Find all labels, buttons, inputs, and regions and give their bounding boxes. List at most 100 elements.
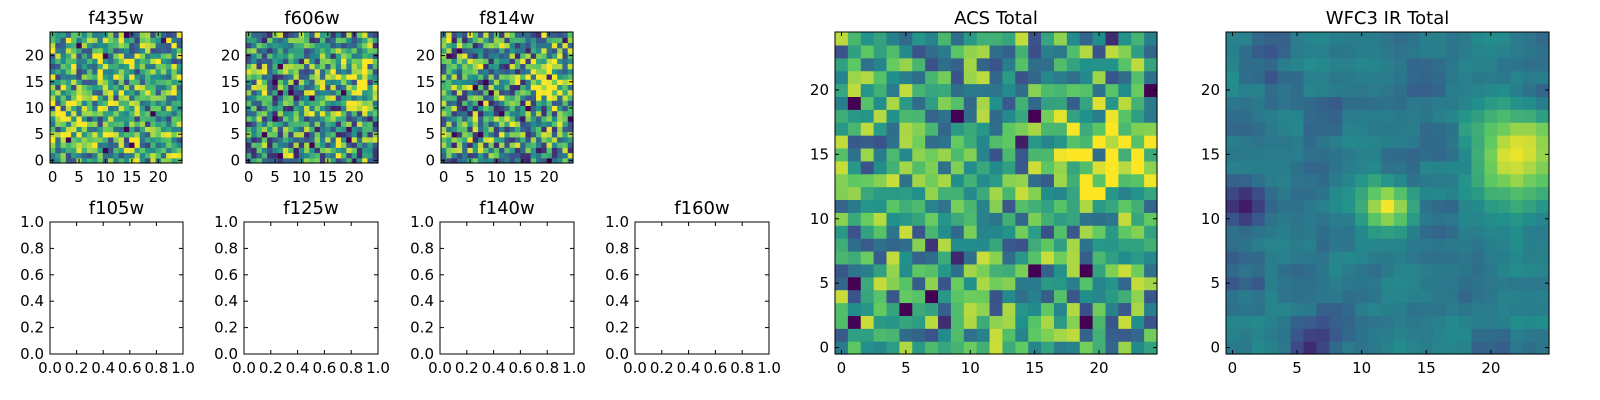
heatmap-cell [1484,109,1498,123]
heatmap-cell [113,68,120,75]
heatmap-cell [472,68,479,75]
heatmap-cell [123,68,130,75]
heatmap-cell [1432,263,1447,278]
x-tick-label: 0.0 [623,359,647,377]
x-tick-label: 15 [122,168,141,186]
heatmap-cell [272,58,279,65]
heatmap-cell [1471,44,1485,59]
heatmap-cell [483,84,490,91]
heatmap-cell [1419,160,1434,175]
heatmap-cell [938,122,952,136]
heatmap-cell [1406,225,1421,239]
heatmap-cell [356,142,363,148]
heatmap-cell [160,63,167,70]
heatmap-cell [298,131,305,138]
heatmap-cell [55,84,62,91]
heatmap-cell [950,199,965,213]
heatmap-cell [557,136,564,143]
heatmap-cell [1092,147,1107,162]
heatmap-cell [925,70,939,85]
heatmap-cell [509,147,516,154]
heatmap-cell [514,105,521,112]
panel-title: f606w [284,8,339,29]
heatmap-cell [989,212,1004,226]
heatmap-cell [1381,57,1395,72]
heatmap-cell [1368,173,1382,188]
heatmap-cell [108,121,114,127]
heatmap-cell [536,147,542,154]
heatmap-cell [129,63,136,70]
heatmap-cell [1053,44,1068,59]
heatmap-cell [477,157,484,164]
heatmap-cell [1238,135,1253,149]
heatmap-cell [1066,44,1081,59]
heatmap-cell [65,152,72,159]
heatmap-cell [525,142,532,148]
heatmap-cell [525,121,532,127]
heatmap-cell [123,73,130,80]
heatmap-cell [963,302,978,316]
heatmap-cell [97,110,104,117]
heatmap-cell [1290,250,1305,265]
heatmap-cell [546,89,553,96]
heatmap-cell [325,131,332,138]
heatmap-cell [1092,186,1107,201]
heatmap-cell [835,44,849,59]
heatmap-cell [451,94,458,101]
heatmap-cell [166,37,173,44]
heatmap-cell [1316,147,1330,162]
heatmap-cell [483,100,490,106]
heatmap-cell [1079,109,1094,123]
heatmap-cell [356,147,363,154]
heatmap-cell [1264,44,1279,59]
heatmap-cell [467,89,474,96]
heatmap-cell [483,58,490,65]
heatmap-cell [118,89,125,96]
heatmap-cell [256,131,263,138]
heatmap-cell [319,37,326,44]
heatmap-cell [1079,263,1094,278]
heatmap-cell [145,100,151,106]
heatmap-cell [1432,135,1447,149]
heatmap-cell [1510,122,1524,136]
heatmap-cell [899,238,913,252]
heatmap-cell [251,105,258,112]
heatmap-cell [1406,238,1421,252]
heatmap-cell [288,142,295,148]
heatmap-cell [989,238,1004,252]
heatmap-cell [562,121,569,127]
heatmap-cell [520,84,527,91]
heatmap-cell [60,157,67,164]
heatmap-cell [1079,44,1094,59]
heatmap-cell [963,160,978,175]
heatmap-cell [509,105,516,112]
heatmap-cell [1497,160,1511,175]
heatmap-cell [1342,96,1356,110]
heatmap-cell [1316,122,1330,136]
heatmap-cell [1510,328,1524,342]
heatmap-cell [362,89,369,96]
heatmap-cell [145,147,151,154]
heatmap-cell [118,73,125,80]
heatmap-cell [1015,186,1029,201]
heatmap-cell [562,94,569,101]
heatmap-cell [81,32,88,38]
heatmap-cell [1355,315,1369,329]
heatmap-cell [50,84,56,91]
heatmap-cell [1406,44,1421,59]
heatmap-cell [976,276,991,291]
heatmap-cell [319,110,326,117]
heatmap-cell [488,136,495,143]
panel-title: f140w [479,198,534,219]
heatmap-cell [557,157,564,164]
heatmap-cell [1393,57,1408,72]
heatmap-cell [71,142,77,148]
heatmap-cell [963,328,978,342]
heatmap-cell [1092,70,1107,85]
heatmap-cell [835,135,849,149]
heatmap-cell [1277,315,1292,329]
heatmap-cell [1092,122,1107,136]
heatmap-cell [1458,32,1473,46]
heatmap-cell [1510,32,1524,46]
heatmap-cell [1484,328,1498,342]
